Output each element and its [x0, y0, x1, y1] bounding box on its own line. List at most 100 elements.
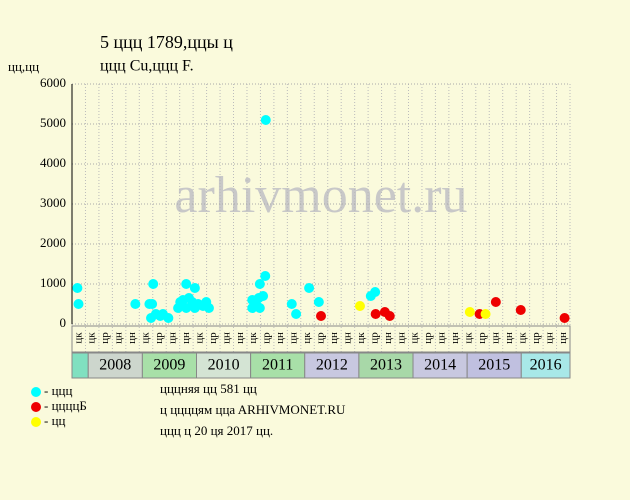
year-cell	[87, 352, 143, 379]
note: цццняя цц 581 цц	[160, 381, 257, 396]
year-label: 2009	[153, 357, 185, 374]
point	[130, 299, 141, 309]
year-label: 2008	[99, 357, 131, 374]
watermark: arhivmonet.ru	[174, 167, 467, 224]
quarter-label: цн	[490, 332, 502, 344]
legend-marker	[31, 402, 41, 412]
point	[254, 279, 265, 289]
point	[316, 311, 326, 321]
legend-label: - цц	[44, 413, 66, 428]
chart-title: 5 ццц 1789,ццы ц	[100, 32, 233, 52]
quarter-label: цн	[436, 332, 448, 344]
quarter-label: цк	[301, 332, 313, 344]
quarter-label: цр	[315, 332, 327, 344]
quarter-label: цн	[220, 332, 232, 344]
point	[480, 309, 491, 319]
quarter-row	[71, 325, 571, 353]
y-tick-label: 0	[60, 315, 67, 330]
point	[490, 297, 501, 307]
year-cell	[196, 352, 252, 379]
y-tick-label: 3000	[40, 195, 66, 210]
year-cell	[358, 352, 414, 379]
quarter-label: цн	[449, 332, 461, 344]
quarter-label: цн	[328, 332, 340, 344]
point	[203, 303, 214, 313]
point	[189, 283, 200, 293]
quarter-label: цн	[234, 332, 246, 344]
quarter-label: цк	[355, 332, 367, 344]
point	[304, 283, 315, 293]
quarter-label: цр	[530, 332, 542, 344]
point	[72, 283, 83, 293]
point	[291, 309, 302, 319]
legend-marker	[31, 387, 41, 397]
year-label: 2016	[530, 357, 562, 374]
quarter-label: цк	[72, 332, 84, 344]
chart-subtitle: ццц Cu,ццц F.	[100, 58, 194, 75]
year-cell	[412, 352, 468, 379]
quarter-label: цк	[247, 332, 259, 344]
y-tick-label: 2000	[40, 235, 66, 250]
quarter-label: цн	[395, 332, 407, 344]
point	[370, 309, 381, 319]
y-tick-label: 4000	[40, 155, 66, 170]
quarter-label: цр	[261, 332, 273, 344]
quarter-label: цр	[368, 332, 380, 344]
point	[286, 299, 297, 309]
y-tick-label: 5000	[40, 115, 66, 130]
quarter-label: цр	[153, 332, 165, 344]
year-cell	[304, 352, 360, 379]
quarter-label: цр	[476, 332, 488, 344]
first-cell	[71, 352, 89, 379]
point	[354, 301, 365, 311]
point	[464, 307, 475, 317]
point	[258, 291, 269, 301]
legend-label: - ццц	[44, 383, 72, 398]
year-label: 2014	[424, 357, 456, 374]
point	[260, 271, 271, 281]
point	[515, 305, 526, 315]
quarter-label: цк	[193, 332, 205, 344]
quarter-label: цк	[140, 332, 152, 344]
quarter-label: цр	[99, 332, 111, 344]
point	[254, 303, 265, 313]
y-tick-label: 1000	[40, 275, 66, 290]
year-label: 2011	[262, 357, 293, 374]
quarter-label: цр	[422, 332, 434, 344]
y-tick-label: 6000	[40, 75, 66, 90]
quarter-label: цн	[126, 332, 138, 344]
quarter-label: цн	[543, 332, 555, 344]
legend-label: - ццццБ	[44, 398, 87, 413]
quarter-label: цн	[503, 332, 515, 344]
quarter-label: цн	[274, 332, 286, 344]
point	[370, 287, 381, 297]
quarter-label: цр	[207, 332, 219, 344]
note: ццц ц 20 ця 2017 цц.	[160, 423, 273, 438]
quarter-label: цн	[557, 332, 569, 344]
note: ц ццццям ццa ARHIVMONET.RU	[160, 402, 346, 417]
quarter-label: цн	[382, 332, 394, 344]
point	[384, 311, 395, 321]
point	[148, 279, 159, 289]
point	[181, 279, 192, 289]
year-label: 2012	[316, 357, 348, 374]
year-cell	[520, 352, 571, 379]
point	[73, 299, 84, 309]
quarter-label: цн	[166, 332, 178, 344]
quarter-label: цн	[288, 332, 300, 344]
point	[260, 115, 271, 125]
legend-marker	[31, 417, 41, 427]
year-label: 2015	[478, 357, 510, 374]
year-label: 2010	[208, 357, 240, 374]
quarter-label: цк	[516, 332, 528, 344]
quarter-label: цк	[463, 332, 475, 344]
quarter-label: цн	[113, 332, 125, 344]
y-axis-label: цц,цц	[8, 59, 39, 74]
year-cell	[250, 352, 306, 379]
point	[313, 297, 324, 307]
quarter-label: цн	[341, 332, 353, 344]
point	[559, 313, 570, 323]
